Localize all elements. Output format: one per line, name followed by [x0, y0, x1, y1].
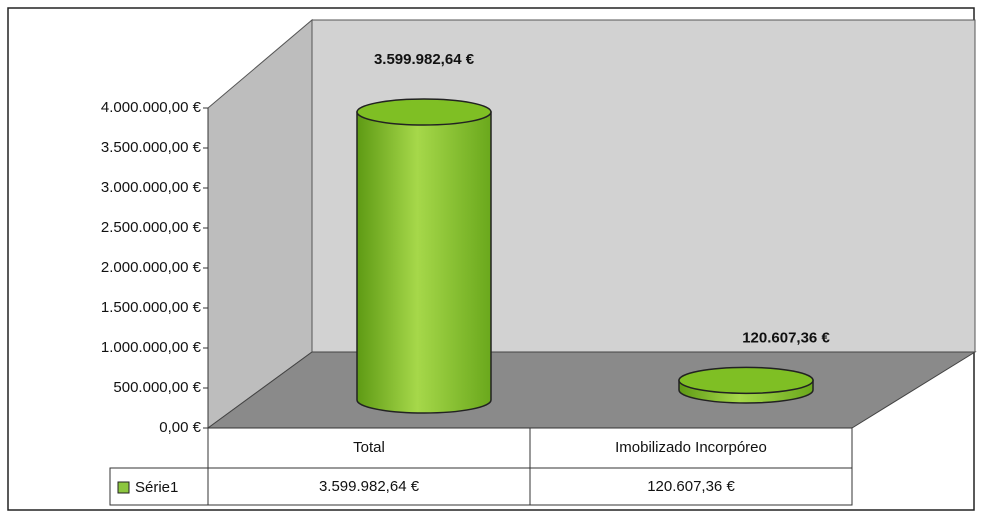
table-value: 3.599.982,64 € — [319, 478, 420, 495]
cylinder-top — [356, 98, 492, 126]
y-tick-label: 0,00 € — [159, 419, 201, 436]
legend-swatch — [117, 481, 130, 494]
data-label: 3.599.982,64 € — [374, 51, 475, 68]
cylinder-top — [678, 366, 814, 395]
data-label: 120.607,36 € — [742, 329, 830, 346]
x-tick-label: Total — [353, 439, 385, 456]
y-tick-label: 3.000.000,00 € — [101, 179, 202, 196]
y-tick-label: 1.500.000,00 € — [101, 299, 202, 316]
table-data-row — [109, 467, 853, 506]
y-tick-label: 2.500.000,00 € — [101, 219, 202, 236]
table-value: 120.607,36 € — [647, 478, 735, 495]
x-tick-label: Imobilizado Incorpóreo — [615, 439, 767, 456]
y-tick-label: 500.000,00 € — [113, 379, 201, 396]
y-tick-label: 3.500.000,00 € — [101, 139, 202, 156]
y-tick-label: 1.000.000,00 € — [101, 339, 202, 356]
data-table — [109, 427, 853, 506]
y-tick-label: 2.000.000,00 € — [101, 259, 202, 276]
cylinder-body — [356, 111, 492, 414]
legend-label: Série1 — [135, 479, 178, 496]
floor — [206, 351, 977, 429]
y-tick-label: 4.000.000,00 € — [101, 99, 202, 116]
